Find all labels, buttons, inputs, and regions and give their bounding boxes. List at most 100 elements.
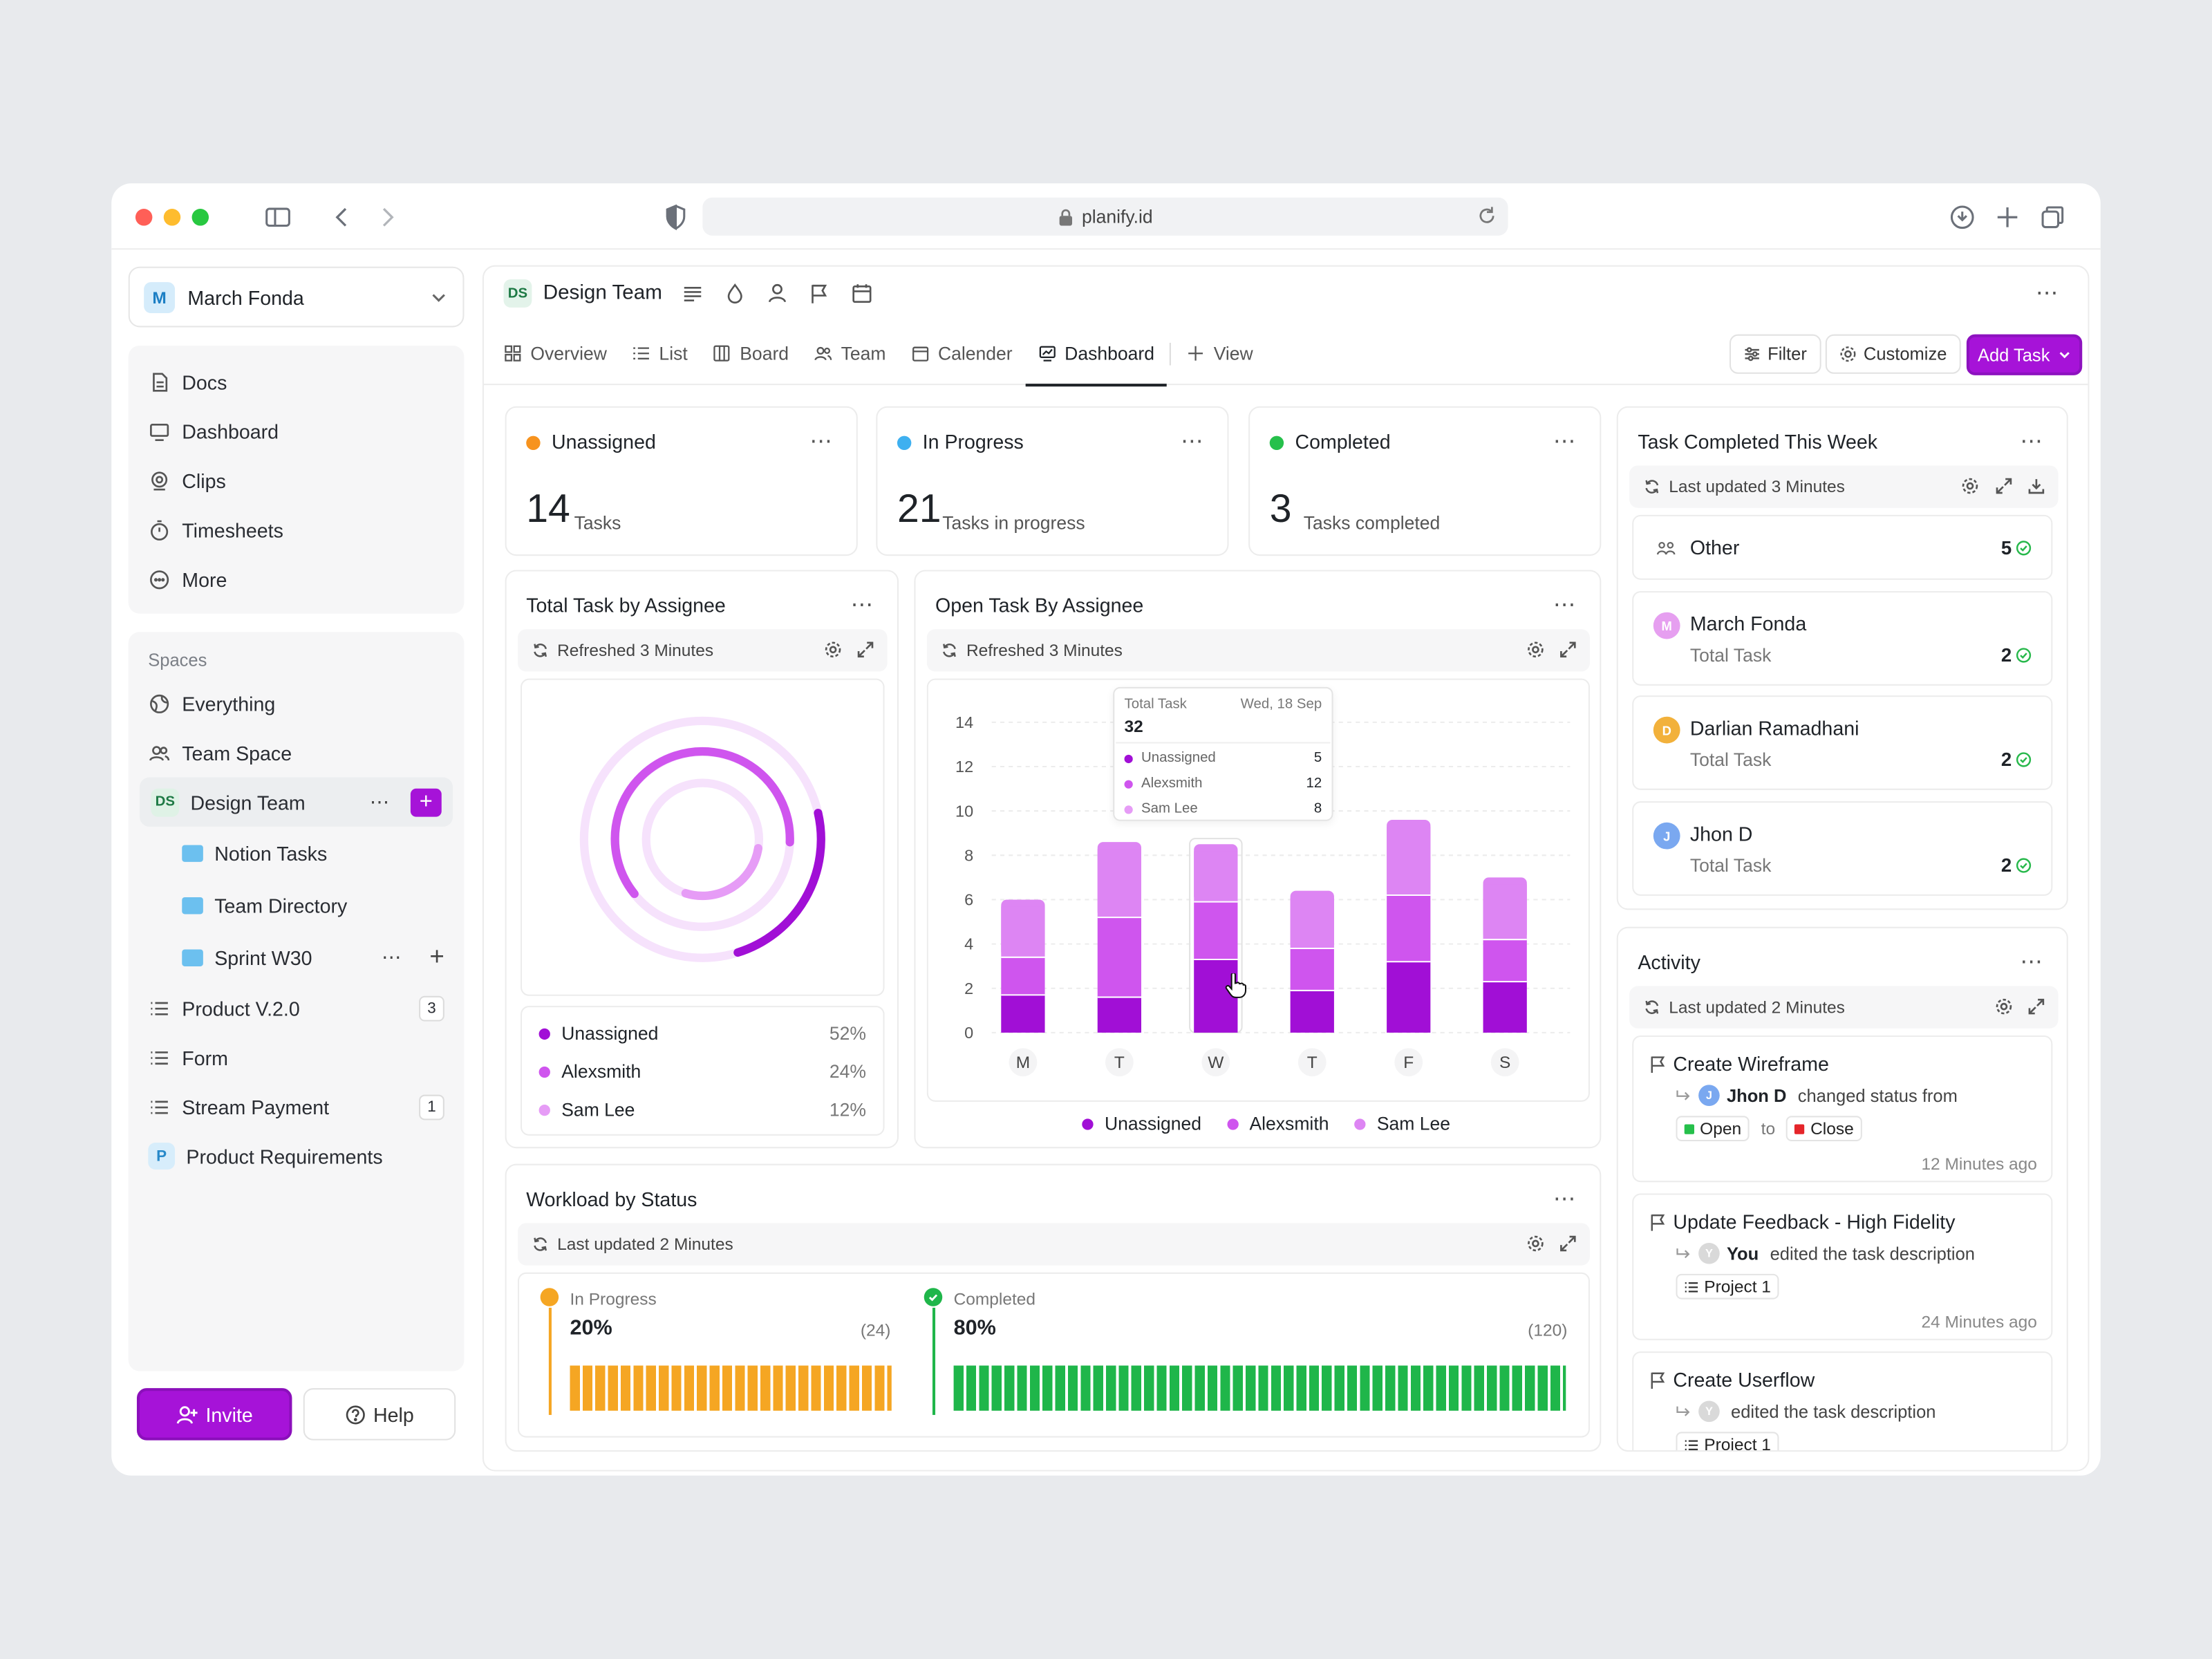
nav-item-team-space[interactable]: Team Space xyxy=(129,728,465,777)
doc-product-requirements[interactable]: P Product Requirements xyxy=(129,1132,465,1181)
refresh-icon[interactable] xyxy=(1644,478,1660,495)
refresh-icon[interactable] xyxy=(1644,999,1660,1015)
tab-add-view[interactable]: View xyxy=(1174,322,1266,384)
task-completed-row[interactable]: D Darlian Ramadhani Total Task 2 xyxy=(1632,695,2053,790)
tab-overview[interactable]: Overview xyxy=(504,322,620,384)
refresh-icon[interactable] xyxy=(941,642,957,659)
tab-board[interactable]: Board xyxy=(700,322,801,384)
legend-name: Alexsmith xyxy=(561,1060,641,1082)
user-avatar: J xyxy=(1698,1085,1720,1106)
completed-check-icon xyxy=(924,1288,943,1306)
completed-marker xyxy=(932,1307,935,1415)
card-more-icon[interactable]: ⋯ xyxy=(1553,1188,1577,1212)
header-more-icon[interactable]: ⋯ xyxy=(2035,282,2060,306)
more-options-icon[interactable]: ⋯ xyxy=(369,789,391,813)
gear-icon[interactable] xyxy=(1995,997,2014,1016)
minimize-window-button[interactable] xyxy=(163,209,181,226)
sidebar-toggle-icon[interactable] xyxy=(264,203,292,232)
flag-icon[interactable] xyxy=(809,282,832,305)
check-circle-icon xyxy=(2016,541,2032,556)
activity-item[interactable]: Update Feedback - High Fidelity Y You ed… xyxy=(1632,1193,2053,1340)
refresh-icon[interactable] xyxy=(532,1236,548,1253)
folder-icon xyxy=(182,948,203,966)
add-task-button[interactable]: Add Task xyxy=(1966,334,2083,375)
add-item-button[interactable]: + xyxy=(410,787,442,816)
folder-team-directory[interactable]: Team Directory xyxy=(129,879,465,931)
gear-icon[interactable] xyxy=(1526,641,1545,659)
tab-dashboard[interactable]: Dashboard xyxy=(1025,322,1167,386)
expand-icon[interactable] xyxy=(1559,641,1577,659)
nav-item-label: Product Requirements xyxy=(186,1145,383,1168)
nav-item-label: Team Space xyxy=(182,741,292,765)
tab-team[interactable]: Team xyxy=(801,322,898,384)
task-completed-row[interactable]: M March Fonda Total Task 2 xyxy=(1632,591,2053,686)
nav-item-more[interactable]: More xyxy=(129,554,465,603)
card-more-icon[interactable]: ⋯ xyxy=(2020,950,2045,975)
stat-label: Unassigned xyxy=(551,430,656,453)
folder-notion-tasks[interactable]: Notion Tasks xyxy=(129,827,465,879)
customize-button[interactable]: Customize xyxy=(1825,334,1961,374)
folder-sprint-w30[interactable]: Sprint W30 ⋯ + xyxy=(129,931,465,984)
plus-icon[interactable]: + xyxy=(429,942,444,971)
activity-item[interactable]: Create Wireframe J Jhon D changed status… xyxy=(1632,1035,2053,1183)
expand-icon[interactable] xyxy=(1995,477,2014,496)
tab-list[interactable]: List xyxy=(619,322,700,384)
description-icon[interactable] xyxy=(682,282,704,305)
workspace-avatar: M xyxy=(144,281,176,313)
card-more-icon[interactable]: ⋯ xyxy=(2020,430,2045,455)
back-arrow-icon[interactable] xyxy=(329,203,357,232)
legend-row: Unassigned 52% xyxy=(522,1014,883,1052)
check-circle-icon xyxy=(2016,752,2032,767)
invite-button[interactable]: Invite xyxy=(136,1388,292,1441)
workspace-switcher[interactable]: M March Fonda xyxy=(128,266,465,328)
drop-icon[interactable] xyxy=(724,282,747,305)
card-more-icon[interactable]: ⋯ xyxy=(809,430,834,455)
new-tab-icon[interactable] xyxy=(1994,203,2022,232)
download-icon[interactable] xyxy=(2027,477,2046,496)
workspace-name: March Fonda xyxy=(187,285,304,308)
reload-icon[interactable] xyxy=(1474,203,1500,229)
more-options-icon[interactable]: ⋯ xyxy=(382,945,402,968)
nav-item-dashboard[interactable]: Dashboard xyxy=(129,406,465,456)
forward-arrow-icon[interactable] xyxy=(373,203,401,232)
maximize-window-button[interactable] xyxy=(191,209,209,226)
expand-icon[interactable] xyxy=(856,641,875,659)
refresh-icon[interactable] xyxy=(532,642,548,659)
gear-icon[interactable] xyxy=(824,641,843,659)
tab-label: View xyxy=(1213,342,1253,364)
nav-item-design-team[interactable]: DS Design Team ⋯ + xyxy=(140,777,453,827)
help-button[interactable]: Help xyxy=(303,1388,456,1441)
tabs-overview-icon[interactable] xyxy=(2038,203,2067,232)
list-product-v2[interactable]: Product V.2.0 3 xyxy=(129,983,465,1032)
task-completed-row[interactable]: Other 5 xyxy=(1632,514,2053,580)
card-more-icon[interactable]: ⋯ xyxy=(1553,430,1577,455)
refresh-text: Refreshed 3 Minutes xyxy=(557,640,714,661)
tab-calender[interactable]: Calender xyxy=(899,322,1025,384)
nav-item-clips[interactable]: Clips xyxy=(129,456,465,505)
nav-item-timesheets[interactable]: Timesheets xyxy=(129,505,465,554)
card-more-icon[interactable]: ⋯ xyxy=(1553,594,1577,618)
bar-chart-legend: Unassigned Alexsmith Sam Lee xyxy=(1082,1113,1450,1134)
calendar-icon[interactable] xyxy=(851,282,874,305)
address-bar[interactable]: planify.id xyxy=(702,197,1508,236)
expand-icon[interactable] xyxy=(1559,1235,1577,1253)
task-completed-row[interactable]: J Jhon D Total Task 2 xyxy=(1632,801,2053,896)
close-window-button[interactable] xyxy=(135,209,153,226)
gear-icon[interactable] xyxy=(1961,477,1980,496)
filter-button[interactable]: Filter xyxy=(1730,334,1821,374)
user-icon[interactable] xyxy=(767,282,789,305)
nav-item-docs[interactable]: Docs xyxy=(129,357,465,406)
expand-icon[interactable] xyxy=(2027,997,2046,1016)
page-title: Design Team xyxy=(543,282,662,305)
gear-icon[interactable] xyxy=(1526,1235,1545,1253)
list-form[interactable]: Form xyxy=(129,1033,465,1082)
shield-icon[interactable] xyxy=(662,203,690,232)
nav-item-everything[interactable]: Everything xyxy=(129,679,465,728)
card-title: Activity xyxy=(1638,950,1700,974)
list-stream-payment[interactable]: Stream Payment 1 xyxy=(129,1082,465,1131)
card-more-icon[interactable]: ⋯ xyxy=(1181,430,1205,455)
chart-tooltip: Total Task Wed, 18 Sep 32 Unassigned 5 A… xyxy=(1113,686,1333,821)
download-icon[interactable] xyxy=(1948,203,1976,232)
card-more-icon[interactable]: ⋯ xyxy=(850,594,875,618)
activity-item[interactable]: Create Userflow Y edited the task descri… xyxy=(1632,1351,2053,1450)
